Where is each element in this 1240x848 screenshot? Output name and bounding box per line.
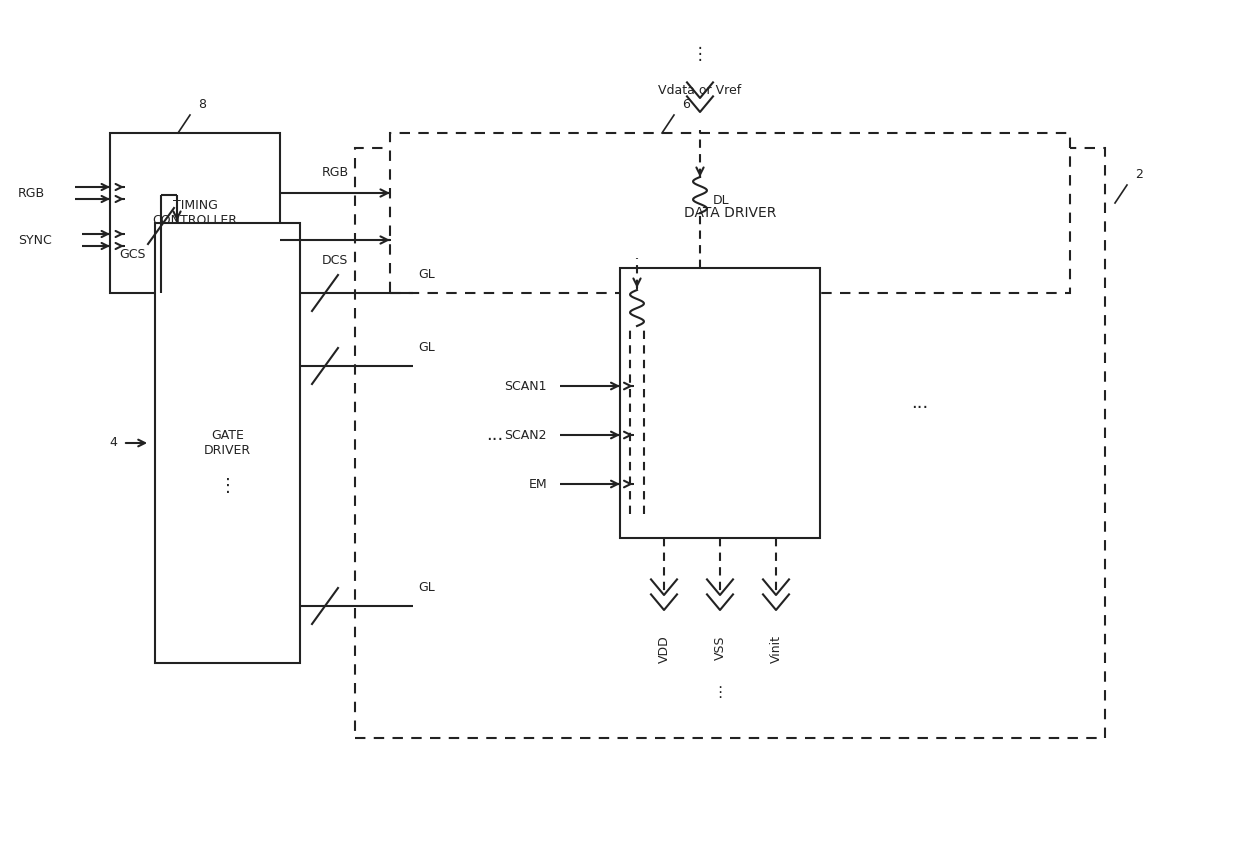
- Text: GL: GL: [418, 581, 435, 594]
- Text: VDD: VDD: [657, 635, 671, 663]
- Text: EM: EM: [528, 477, 547, 490]
- Text: VSS: VSS: [713, 635, 727, 660]
- Text: DCS: DCS: [322, 254, 348, 267]
- Text: GL: GL: [418, 268, 435, 281]
- Text: Vdata or Vref: Vdata or Vref: [658, 84, 742, 97]
- Text: 8: 8: [198, 98, 206, 111]
- Text: ...: ...: [486, 426, 503, 444]
- Text: GATE
DRIVER: GATE DRIVER: [203, 429, 250, 457]
- Text: SCAN2: SCAN2: [505, 428, 547, 442]
- Text: GL: GL: [418, 341, 435, 354]
- Bar: [110, 133, 280, 293]
- Bar: [620, 268, 820, 538]
- Text: ⋮: ⋮: [218, 477, 237, 495]
- Text: Vinit: Vinit: [770, 635, 782, 663]
- Text: RGB: RGB: [321, 166, 348, 179]
- Text: 4: 4: [109, 437, 117, 449]
- Text: DATA DRIVER: DATA DRIVER: [683, 206, 776, 220]
- Text: DL: DL: [713, 193, 729, 207]
- Text: ⋮: ⋮: [692, 45, 708, 63]
- Text: RGB: RGB: [19, 187, 45, 199]
- Text: GCS: GCS: [119, 248, 146, 260]
- Text: ⋮: ⋮: [712, 685, 728, 700]
- Text: TIMING
CONTROLLER: TIMING CONTROLLER: [153, 199, 238, 227]
- Text: SYNC: SYNC: [19, 233, 52, 247]
- Bar: [155, 223, 300, 663]
- Text: 6: 6: [682, 98, 689, 111]
- Text: ...: ...: [911, 394, 929, 412]
- Bar: [355, 148, 1105, 738]
- Bar: [391, 133, 1070, 293]
- Text: SCAN1: SCAN1: [505, 380, 547, 393]
- Text: 2: 2: [1135, 168, 1143, 181]
